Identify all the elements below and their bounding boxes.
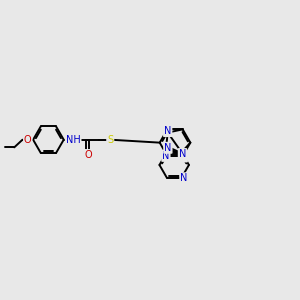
Text: N: N — [180, 152, 187, 161]
Text: N: N — [180, 173, 188, 183]
Text: NH: NH — [66, 135, 80, 145]
Text: N: N — [164, 143, 172, 153]
Text: N: N — [164, 126, 171, 136]
Text: O: O — [84, 150, 92, 160]
Text: N: N — [162, 151, 169, 161]
Text: S: S — [107, 135, 113, 145]
Text: O: O — [24, 135, 32, 145]
Text: N: N — [179, 149, 186, 159]
